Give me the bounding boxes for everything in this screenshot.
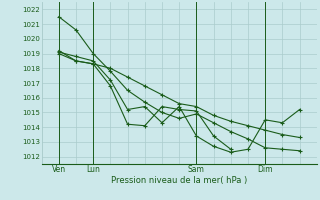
X-axis label: Pression niveau de la mer( hPa ): Pression niveau de la mer( hPa ) xyxy=(111,176,247,185)
